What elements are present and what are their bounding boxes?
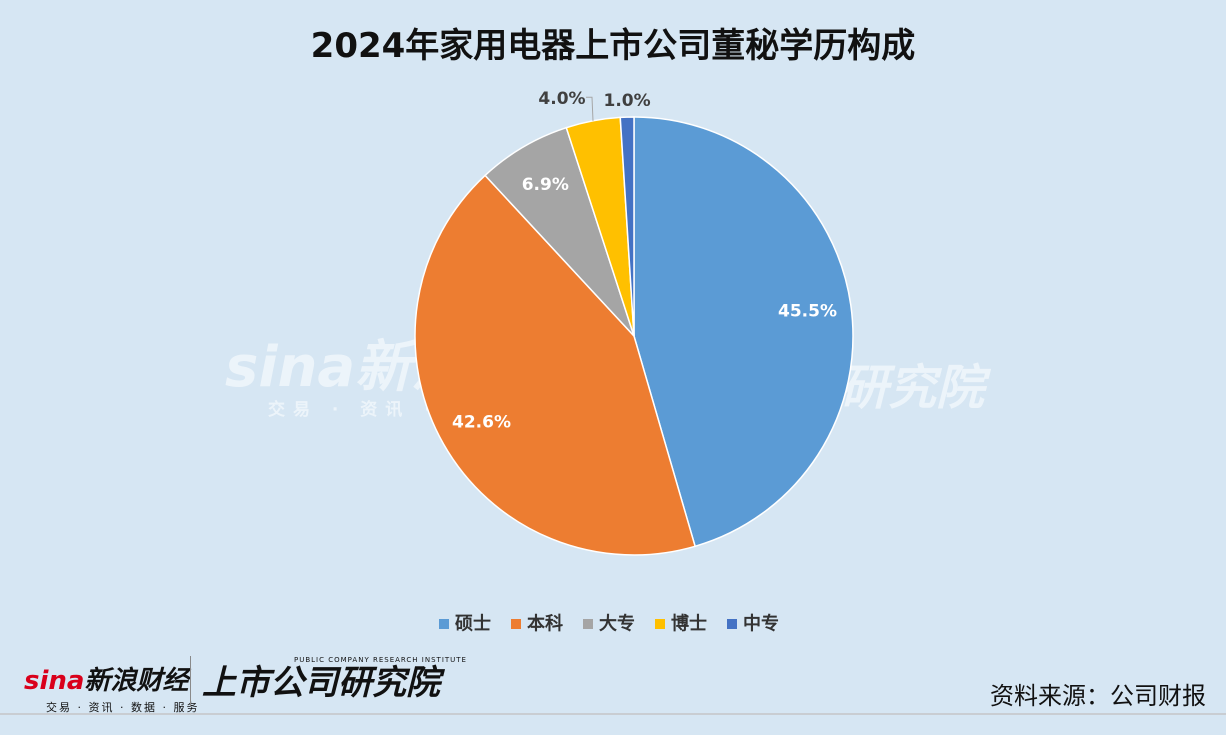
pie-slices [414,116,854,556]
legend-label-3: 大专 [599,613,635,635]
data-label-4: 4.0% [538,89,585,109]
legend-swatch-4 [655,619,665,629]
sina-logo-mark: sina [24,666,85,696]
legend-label-5: 中专 [743,613,779,635]
pie-data-labels: 45.5% 42.6% 6.9% 4.0% 1.0% [452,89,837,432]
legend-label-1: 硕士 [455,614,491,635]
pie-slice-5 [619,116,635,337]
logo-divider [190,656,191,706]
legend-label-4: 博士 [671,613,707,635]
institute-chinese-name: 上市公司研究院 [202,663,440,703]
legend-label-2: 本科 [527,613,563,635]
chart-title: 2024年家用电器上市公司董秘学历构成 [310,26,916,66]
research-institute-logo: PUBLIC COMPANY RESEARCH INSTITUTE 上市公司研究… [202,656,467,702]
legend-swatch-3 [583,619,593,629]
data-source: 资料来源：公司财报 [990,682,1206,710]
institute-english-name: PUBLIC COMPANY RESEARCH INSTITUTE [294,656,467,664]
legend-swatch-2 [511,619,521,629]
pie-slice-2 [414,174,697,556]
chart-legend: 硕士 本科 大专 博士 中专 [439,613,779,635]
sina-logo-text: 新浪财经 [84,666,189,696]
sina-logo-subtitle: 交易 · 资讯 · 数据 · 服务 [46,701,200,714]
data-label-5: 1.0% [604,91,651,111]
data-label-3: 6.9% [522,175,569,195]
pie-slice-1 [633,116,854,548]
footer-divider [0,713,1226,715]
legend-swatch-5 [727,619,737,629]
data-label-1: 45.5% [778,301,837,321]
sina-finance-logo: sina新浪财经 交易 · 资讯 · 数据 · 服务 [24,660,199,715]
leader-line-4 [586,96,594,121]
legend-swatch-1 [439,619,449,629]
data-label-2: 42.6% [452,412,511,432]
pie-leader-lines [586,96,594,121]
